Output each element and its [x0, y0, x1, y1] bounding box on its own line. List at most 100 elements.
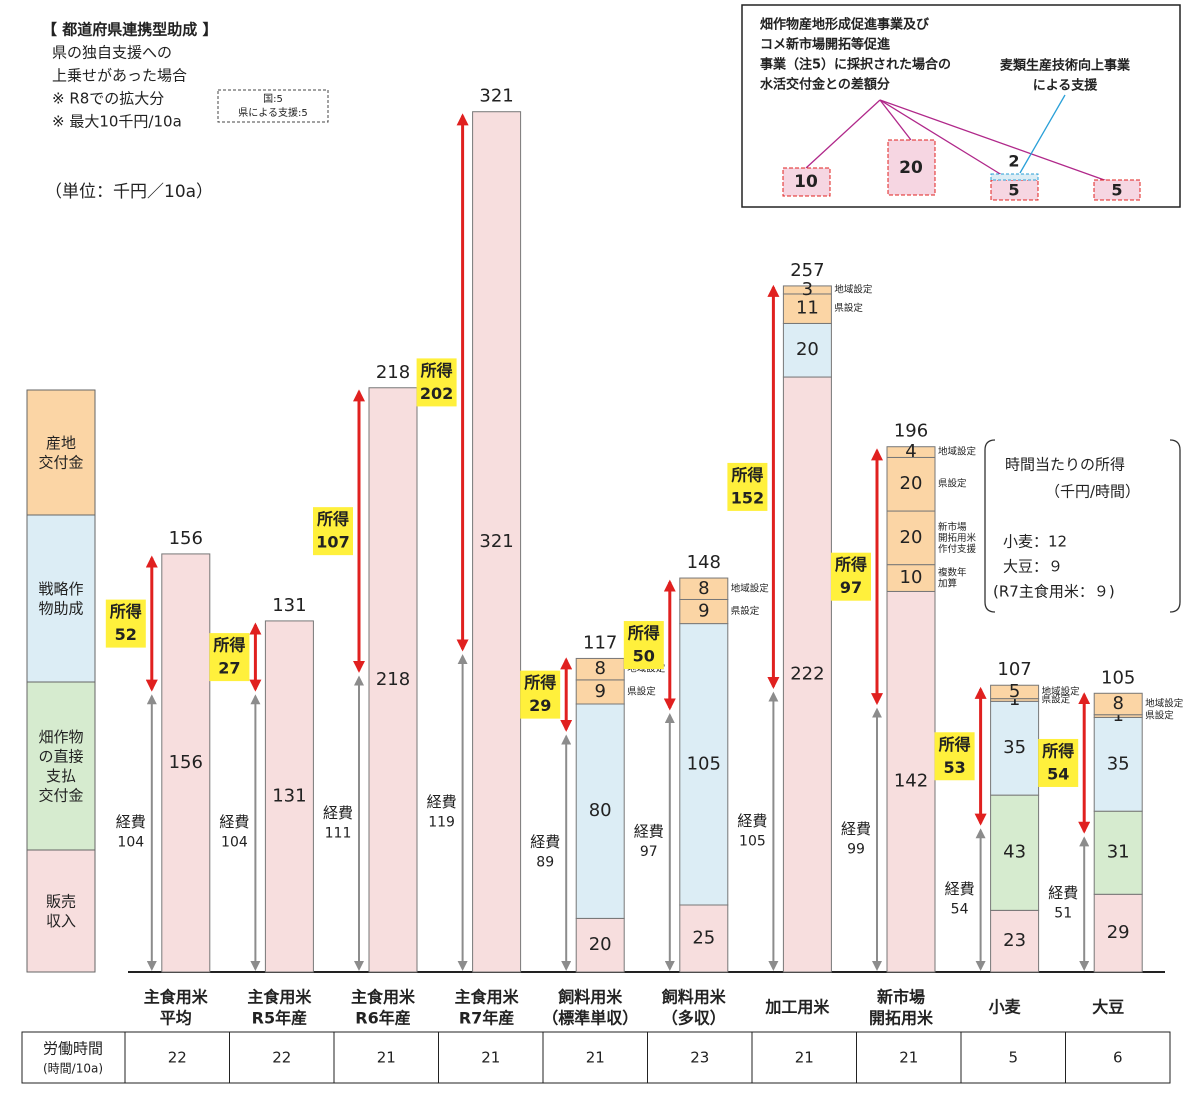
labor-value: 22: [168, 1049, 187, 1067]
labor-value: 21: [377, 1049, 396, 1067]
segment-label: 県設定: [834, 302, 863, 314]
segment-label: 県設定: [1145, 710, 1174, 722]
total-label: 105: [1101, 667, 1135, 688]
income-label: 所得: [628, 624, 660, 643]
legend-label: 畑作物の直接支払交付金: [38, 727, 83, 804]
amount: 5: [1111, 181, 1122, 200]
x-tick-label: 主食用米平均: [144, 987, 209, 1027]
value-label: 218: [376, 669, 410, 690]
bar-segment: [368, 387, 418, 973]
unit: （単位：千円／10a）: [45, 182, 213, 202]
income-badge: [105, 599, 146, 648]
hourly-line: 大豆：９: [1003, 558, 1063, 576]
total-label: 131: [272, 595, 306, 616]
cost-label: 経費: [323, 804, 353, 822]
header-line: 上乗せがあった場合: [52, 67, 187, 85]
labor-value: 21: [481, 1049, 500, 1067]
total-label: 148: [687, 552, 721, 573]
value-label: 20: [589, 934, 612, 955]
x-tick-label: 新市場開拓用米: [869, 987, 934, 1027]
header-line: ※ 最大10千円/10a: [52, 113, 182, 131]
income-badge: [934, 732, 975, 781]
labor-unit: (時間/10a): [43, 1062, 103, 1076]
labor-value: 6: [1113, 1049, 1123, 1067]
income-label: 所得: [213, 636, 245, 655]
total-label: 321: [479, 86, 513, 107]
cost-label: 経費: [219, 813, 249, 831]
value-label: 1: [1112, 705, 1123, 726]
top-note-line: 水活交付金との差額分: [760, 77, 890, 93]
bar-segment: [575, 703, 625, 919]
income-badge: [831, 552, 871, 601]
bar-segment: [990, 909, 1040, 973]
bar-segment: [886, 590, 936, 973]
bar-segment: [990, 794, 1040, 911]
header-box: [217, 89, 329, 123]
bar-segment: [990, 684, 1040, 700]
cost-value: 51: [1054, 906, 1072, 922]
cost-label: 経費: [1048, 884, 1078, 902]
legend-label: 戦略作物助成: [38, 579, 83, 617]
income-badge: [623, 621, 664, 670]
value-label: 4: [905, 441, 916, 462]
income-badge: [520, 670, 561, 719]
legend-swatch: [26, 681, 96, 851]
income-label: 所得: [421, 361, 453, 380]
segment-label: 地域設定: [731, 582, 770, 594]
amount-box: [990, 179, 1039, 201]
income-value: 29: [529, 696, 551, 715]
income-value: 107: [316, 533, 349, 552]
header: 【 都道府県連携型助成 】 県の独自支援への 上乗せがあった場合 ※ R8での拡…: [42, 21, 329, 202]
hourly-unit: （千円/時間）: [1045, 483, 1140, 501]
cost-label: 経費: [737, 812, 767, 830]
income-label: 所得: [524, 673, 556, 692]
x-tick-label: 加工用米: [764, 998, 830, 1017]
total-label: 196: [894, 421, 928, 442]
total-label: 218: [376, 362, 410, 383]
segment-label: 県設定: [1042, 693, 1071, 705]
wheat-note-line: による支援: [1033, 78, 1099, 94]
bar-segment: [679, 598, 729, 625]
amount: 10: [794, 172, 818, 192]
value-label: 8: [698, 578, 709, 599]
labor-table: 労働時間 (時間/10a): [21, 1031, 1171, 1084]
labor-value: 21: [899, 1049, 918, 1067]
value-label: 20: [796, 339, 819, 360]
value-label: 131: [272, 785, 306, 806]
segment-label: 地域設定: [1042, 685, 1081, 697]
labor-value: 21: [586, 1049, 605, 1067]
cost-value: 99: [847, 841, 865, 857]
cost-label: 経費: [841, 820, 871, 838]
header-box-line: 県による支援:5: [238, 106, 307, 119]
value-label: 11: [796, 298, 819, 319]
value-label: 35: [1003, 737, 1026, 758]
bar-segment: [575, 657, 625, 681]
wheat-amount-box: [990, 173, 1039, 181]
labor-value: 21: [795, 1049, 814, 1067]
labor-label: 労働時間: [43, 1040, 103, 1058]
income-value: 53: [943, 758, 965, 777]
top-note-line: 畑作物産地形成促進事業及び: [760, 17, 930, 33]
segment-label: 地域設定: [1145, 698, 1184, 710]
value-label: 5: [1009, 681, 1020, 702]
bar-segment: [782, 293, 832, 324]
amount: 20: [899, 158, 923, 178]
value-label: 23: [1003, 930, 1026, 951]
income-value: 202: [420, 384, 453, 403]
total-label: 117: [583, 632, 617, 653]
value-label: 8: [1112, 693, 1123, 714]
income-value: 52: [115, 625, 137, 644]
table-frame: [21, 1031, 1171, 1084]
segment-label: 地域設定: [834, 283, 873, 295]
x-tick-label: 主食用米 R5年産: [247, 987, 312, 1027]
cost-value: 97: [640, 844, 658, 860]
value-label: 8: [594, 658, 605, 679]
wheat-amount: 2: [1008, 152, 1019, 171]
value-label: 1: [1009, 689, 1020, 710]
value-label: 156: [169, 752, 203, 773]
value-label: 35: [1107, 753, 1130, 774]
wheat-note-line: 麦類生産技術向上事業: [1000, 58, 1131, 74]
top-note-line: コメ新市場開拓等促進: [760, 37, 890, 53]
